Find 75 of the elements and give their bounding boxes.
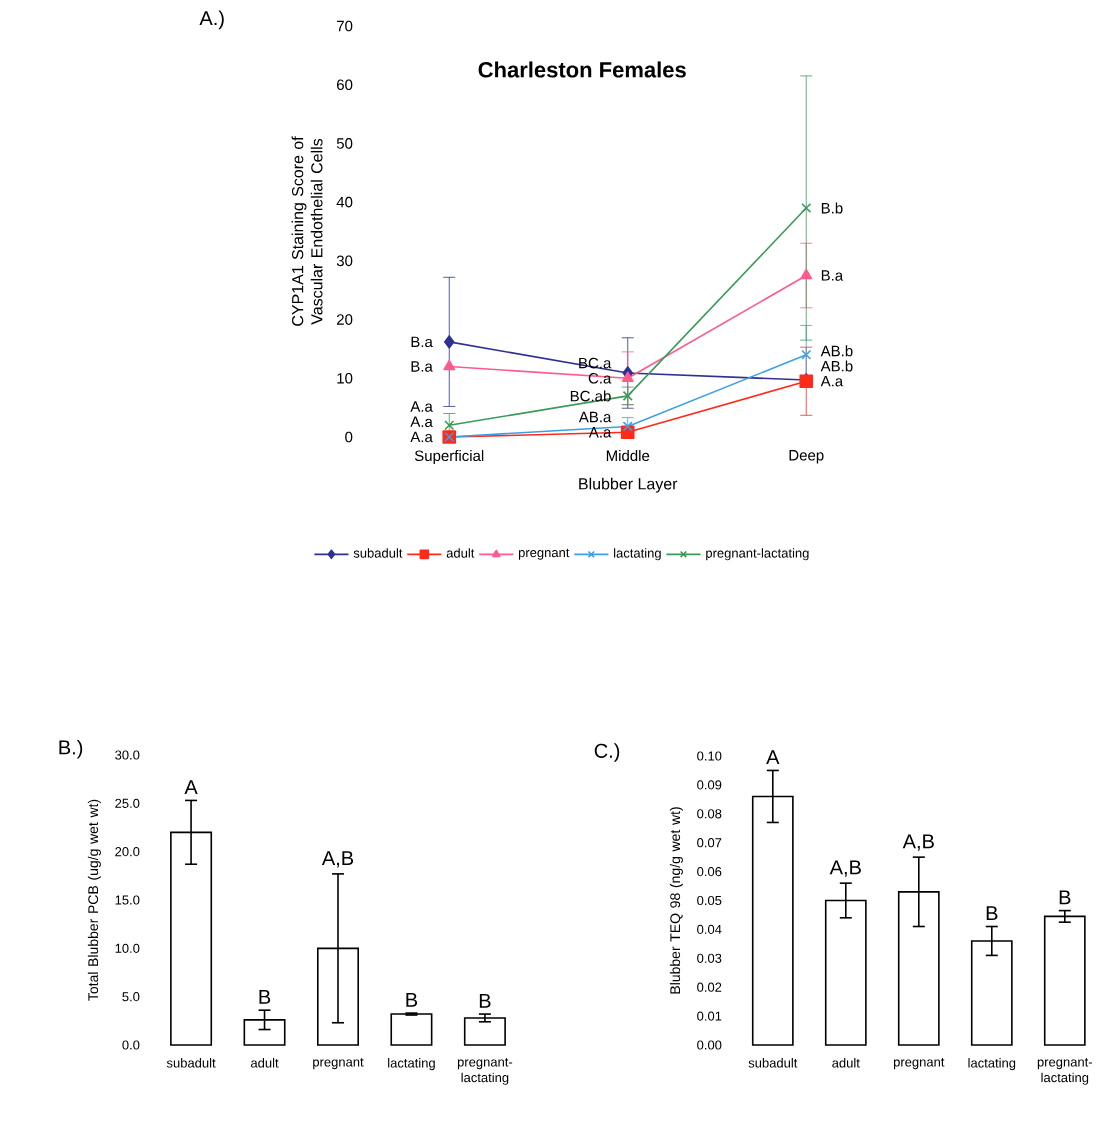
y-tick-label: 0.01 bbox=[696, 1011, 722, 1021]
x-tick-label: subadult bbox=[166, 1058, 216, 1068]
y-tick-label: 70 bbox=[336, 20, 353, 32]
legend-label: lactating bbox=[613, 548, 661, 561]
y-tick-label: 0.07 bbox=[696, 838, 722, 848]
x-tick-label: pregnant-lactating bbox=[1037, 1058, 1092, 1085]
annotation: A bbox=[184, 780, 198, 795]
y-tick-label: 10.0 bbox=[115, 943, 140, 953]
text: Charleston Females bbox=[478, 61, 686, 78]
y-axis-title: Total Blubber PCB (ug/g wet wt) bbox=[87, 799, 101, 1001]
x-tick-label: pregnant bbox=[312, 1058, 364, 1070]
annotation: B bbox=[479, 993, 491, 1008]
x-tick-label: Middle bbox=[606, 450, 649, 462]
annotation: A.a bbox=[410, 431, 433, 443]
x-axis-title: Blubber Layer bbox=[579, 477, 678, 493]
y-tick-label: 5.0 bbox=[122, 992, 140, 1002]
y-tick-label: 30 bbox=[336, 255, 353, 267]
y-tick-label: 0.00 bbox=[696, 1040, 722, 1050]
y-tick-label: 0.04 bbox=[696, 924, 722, 934]
annotation: A,B bbox=[321, 851, 353, 868]
annotation: A.a bbox=[820, 375, 843, 387]
annotation: AB.b bbox=[820, 360, 853, 372]
annotation: A,B bbox=[829, 860, 861, 877]
legend-label: pregnant-lactating bbox=[705, 548, 809, 561]
annotation: AB.b bbox=[820, 345, 853, 357]
x-tick-label: lactating bbox=[387, 1058, 435, 1071]
x-tick-label: pregnant bbox=[893, 1058, 945, 1070]
x-tick-label: Deep bbox=[789, 450, 824, 464]
annotation: BC.a bbox=[579, 357, 612, 369]
annotation: B.a bbox=[411, 336, 433, 348]
annotation: B bbox=[1059, 890, 1071, 905]
annotation: B bbox=[406, 992, 417, 1007]
y-tick-label: 0 bbox=[344, 431, 353, 443]
annotation: A,B bbox=[902, 834, 934, 851]
y-tick-label: 20.0 bbox=[115, 847, 140, 857]
annotation: B.a bbox=[411, 361, 433, 372]
legend-label: adult bbox=[446, 548, 475, 558]
y-axis-title: Blubber TEQ 98 (ng/g wet wt) bbox=[669, 807, 683, 994]
text: A.) bbox=[199, 10, 224, 30]
text: C.) bbox=[594, 743, 619, 762]
annotation: BC.ab bbox=[570, 390, 611, 402]
y-tick-label: 10 bbox=[337, 372, 353, 384]
legend-label: pregnant bbox=[518, 548, 570, 560]
y-tick-label: 20 bbox=[336, 314, 353, 325]
x-tick-label: adult bbox=[832, 1058, 860, 1068]
annotation: A.a bbox=[410, 401, 433, 412]
annotation: A bbox=[765, 750, 780, 765]
x-tick-label: Superficial bbox=[414, 450, 484, 465]
y-tick-label: 50 bbox=[336, 138, 353, 149]
y-tick-label: 0.0 bbox=[122, 1040, 140, 1050]
y-tick-label: 0.08 bbox=[696, 809, 722, 819]
y-tick-label: 0.09 bbox=[696, 780, 722, 790]
annotation: AB.a bbox=[578, 411, 612, 423]
y-tick-label: 0.10 bbox=[696, 751, 722, 761]
y-tick-label: 40 bbox=[336, 196, 353, 208]
text: B.) bbox=[59, 739, 82, 759]
x-tick-label: pregnant-lactating bbox=[457, 1058, 512, 1085]
y-tick-label: 25.0 bbox=[115, 798, 140, 808]
x-tick-label: lactating bbox=[968, 1058, 1015, 1071]
y-tick-label: 0.05 bbox=[696, 895, 722, 906]
y-tick-label: 0.06 bbox=[696, 867, 722, 877]
annotation: B.b bbox=[821, 202, 843, 214]
y-tick-label: 0.02 bbox=[696, 982, 722, 992]
y-tick-label: 30.0 bbox=[114, 750, 140, 760]
annotation: B bbox=[259, 990, 270, 1004]
annotation: B bbox=[986, 906, 998, 921]
x-tick-label: subadult bbox=[748, 1058, 798, 1068]
annotation: A.a bbox=[410, 416, 433, 428]
legend-label: subadult bbox=[353, 548, 403, 558]
y-tick-label: 15.0 bbox=[115, 895, 140, 905]
y-tick-label: 60 bbox=[336, 79, 353, 91]
y-tick-label: 0.03 bbox=[696, 953, 722, 963]
y-axis-title: CYP1A1 Staining Score of Vascular Endothelial Cells bbox=[291, 136, 323, 326]
annotation: B.a bbox=[821, 270, 843, 281]
x-tick-label: adult bbox=[250, 1058, 279, 1068]
